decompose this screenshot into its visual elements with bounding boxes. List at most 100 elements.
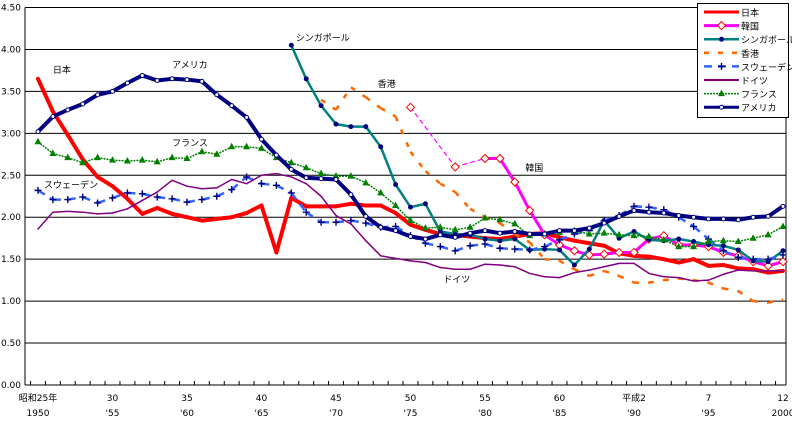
data-point-korea (763, 261, 773, 271)
data-point-sweden (645, 203, 653, 211)
data-point-sweden (734, 253, 742, 261)
series-segment (663, 277, 679, 282)
series-segment (440, 226, 456, 231)
series-segment (691, 257, 711, 268)
legend-label: スウェーデン (741, 61, 792, 73)
legend-item-usa: アメリカ (704, 103, 777, 114)
series-segment (170, 211, 189, 220)
data-point-sweden (79, 193, 87, 201)
series-segment (291, 161, 307, 169)
series-label-sweden: スウェーデン (44, 179, 98, 191)
plus-mark (436, 243, 444, 251)
data-point-usa (452, 234, 458, 240)
data-point-sweden (138, 190, 146, 198)
data-point-sweden (690, 222, 698, 230)
series-segment (36, 76, 55, 114)
series-segment (127, 159, 143, 162)
data-point-france (600, 229, 608, 236)
series-segment (707, 273, 725, 281)
data-point-korea (778, 256, 788, 267)
legend-label: 韓国 (741, 22, 759, 33)
series-segment (721, 263, 741, 271)
legend-item-hongkong: 香港 (704, 48, 759, 60)
series-segment (692, 225, 710, 240)
series-segment (438, 232, 458, 240)
data-point-usa (631, 208, 637, 214)
plus-mark (228, 186, 236, 194)
data-point-sweden (243, 173, 251, 181)
y-tick-label: 4.50 (1, 4, 21, 14)
data-point-singapore (720, 243, 726, 249)
series-segment (618, 274, 635, 284)
series-segment (498, 157, 517, 184)
data-point-usa (80, 101, 86, 107)
plus-mark (481, 240, 489, 248)
x-tick-label-era: 35 (181, 394, 192, 404)
legend-item-france: フランス (704, 89, 777, 101)
series-segment (423, 232, 443, 242)
x-tick-label-era: 50 (405, 394, 417, 404)
data-point-usa (50, 114, 56, 120)
series-segment (126, 199, 144, 210)
data-point-usa (363, 213, 369, 219)
data-point-usa (512, 228, 518, 234)
plus-mark (734, 253, 742, 261)
legend-item-sweden: スウェーデン (704, 61, 792, 73)
data-point-usa (482, 228, 488, 234)
series-segment (185, 215, 204, 223)
data-point-france (645, 232, 653, 240)
series-segment (648, 272, 665, 278)
series-segment (707, 238, 725, 252)
data-point-sweden (481, 240, 489, 248)
data-point-france (79, 158, 87, 166)
series-segment (409, 106, 456, 168)
plus-mark (243, 173, 251, 181)
series-segment (512, 229, 532, 236)
series-segment (199, 79, 219, 97)
legend-marker (718, 89, 725, 97)
series-segment (111, 208, 129, 214)
plus-mark (153, 193, 161, 201)
data-point-france (466, 223, 474, 230)
data-point-france (332, 172, 340, 179)
data-point-usa (199, 78, 205, 84)
data-point-france (153, 157, 161, 165)
data-point-singapore (318, 103, 324, 109)
data-point-sweden (153, 193, 161, 201)
series-segment (602, 214, 622, 226)
series-segment (155, 205, 175, 216)
data-point-france (779, 222, 787, 229)
series-segment (766, 204, 785, 219)
series-segment (497, 234, 517, 242)
y-tick-label: 1.50 (1, 255, 21, 265)
series-segment (499, 264, 516, 268)
plus-mark (719, 247, 727, 255)
data-point-usa (124, 80, 130, 86)
data-point-singapore (497, 238, 503, 244)
plus-mark (526, 246, 534, 254)
data-point-sweden (213, 192, 221, 200)
data-point-usa (184, 77, 190, 83)
data-point-singapore (676, 236, 682, 242)
data-point-singapore (512, 236, 518, 242)
plus-mark (94, 199, 102, 207)
series-segment (483, 228, 502, 236)
series-segment (439, 182, 456, 194)
data-point-usa (139, 72, 145, 78)
data-point-korea (480, 153, 490, 164)
series-segment (678, 216, 695, 228)
series-segment (246, 175, 263, 185)
data-point-usa (408, 234, 413, 240)
series-segment (573, 268, 590, 278)
series-segment (334, 177, 353, 197)
data-point-france (496, 215, 504, 223)
series-segment (37, 189, 54, 201)
data-point-sweden (526, 246, 534, 254)
series-segment (588, 265, 605, 271)
data-point-korea (495, 153, 505, 164)
series-segment (50, 107, 70, 119)
series-segment (274, 153, 294, 172)
plus-mark (258, 180, 265, 188)
plus-mark (64, 196, 72, 204)
legend-item-singapore: シンガポール (704, 35, 792, 46)
